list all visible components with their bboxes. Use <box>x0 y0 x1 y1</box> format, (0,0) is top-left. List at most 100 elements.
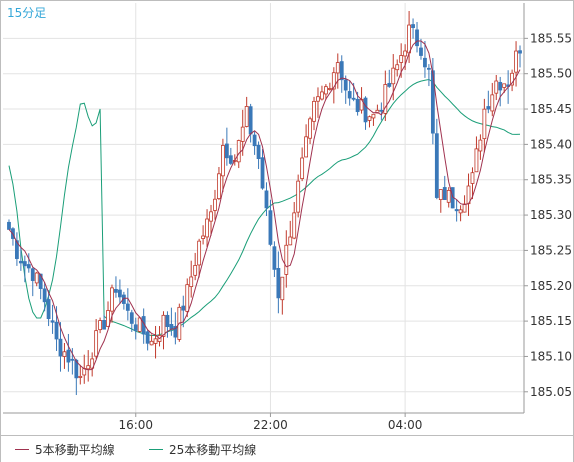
candle-body <box>387 82 392 87</box>
ma25-legend-label: 25本移動平均線 <box>169 443 257 457</box>
candle-body <box>98 320 102 331</box>
candle-body <box>438 189 443 201</box>
ma5-legend-label: 5本移動平均線 <box>35 443 115 457</box>
candle-body <box>339 61 344 81</box>
candle-body <box>458 209 463 214</box>
timeframe-label: 15分足 <box>7 6 47 20</box>
candle-body <box>90 358 95 369</box>
candle-body <box>335 62 340 74</box>
candle-body <box>94 330 99 357</box>
y-tick-label: 185.50 <box>530 67 572 81</box>
candle-body <box>221 145 225 177</box>
candle-body <box>292 212 297 239</box>
ma25-line <box>8 78 521 336</box>
candle-body <box>462 203 467 213</box>
candle-body <box>355 98 360 113</box>
candle-body <box>114 288 118 293</box>
candle-body <box>280 276 285 301</box>
candle-body <box>26 264 31 269</box>
candle-body <box>331 72 336 90</box>
candle-body <box>308 118 312 139</box>
candle-body <box>502 83 507 88</box>
candle-body <box>494 80 499 94</box>
candle-body <box>407 24 411 54</box>
y-tick-label: 185.10 <box>530 349 572 363</box>
candle-body <box>403 50 408 57</box>
y-tick-label: 185.05 <box>530 385 572 399</box>
candle-body <box>118 289 122 298</box>
candle-body <box>252 134 257 147</box>
y-tick-label: 185.55 <box>530 31 572 45</box>
candle-body <box>383 84 388 114</box>
candle-body <box>34 272 39 284</box>
legend: 5本移動平均線 25本移動平均線 <box>1 435 573 462</box>
candle-body <box>58 338 63 357</box>
x-tick-label: 22:00 <box>253 418 288 432</box>
candle-body <box>161 314 166 337</box>
candle-body <box>427 67 431 70</box>
candle-body <box>236 140 241 163</box>
candle-body <box>288 236 293 246</box>
candle-body <box>474 148 479 173</box>
candle-body <box>18 260 23 264</box>
candle-body <box>228 155 233 164</box>
candle-body <box>256 144 261 160</box>
candle-body <box>110 287 114 312</box>
candle-body <box>217 173 221 200</box>
candle-body <box>86 365 91 370</box>
candle-body <box>395 64 400 71</box>
candle-body <box>78 375 83 378</box>
ma5-line <box>8 40 521 371</box>
candle-body <box>300 157 305 179</box>
y-tick-label: 185.25 <box>530 243 572 257</box>
candle-body <box>260 157 265 189</box>
candle-body <box>102 320 106 330</box>
candle-body <box>379 109 384 112</box>
y-tick-label: 185.30 <box>530 208 572 222</box>
candle-body <box>518 50 522 54</box>
candle-body <box>240 126 245 142</box>
candle-body <box>363 97 368 123</box>
candle-body <box>38 273 43 289</box>
candle-body <box>490 94 495 112</box>
candle-body <box>224 143 229 159</box>
candle-body <box>343 79 348 91</box>
candle-body <box>423 57 427 68</box>
candle-body <box>415 29 419 47</box>
candle-body <box>149 340 154 346</box>
candle-body <box>193 265 198 276</box>
candle-body <box>470 172 475 184</box>
y-tick-label: 185.20 <box>530 279 572 293</box>
candle-body <box>213 198 217 211</box>
candle-body <box>430 70 435 134</box>
candlestick-chart: 185.05 185.10 185.15 185.20 185.25 185.30 185.… <box>3 3 572 432</box>
candle-body <box>129 312 134 324</box>
candle-body <box>312 100 316 122</box>
candle-body <box>486 106 491 110</box>
candle-body <box>244 106 249 127</box>
y-tick-label: 185.45 <box>530 102 572 116</box>
candle-body <box>446 189 451 203</box>
candle-body <box>70 358 75 361</box>
candle-body <box>510 72 514 86</box>
candle-body <box>304 136 308 158</box>
candle-body <box>137 317 142 332</box>
y-tick-label: 185.15 <box>530 314 572 328</box>
candle-body <box>482 108 487 140</box>
candle-body <box>15 240 19 259</box>
candle-body <box>316 96 320 102</box>
candle-body <box>181 305 186 311</box>
candle-body <box>284 244 289 275</box>
candle-body <box>125 303 130 311</box>
candle-body <box>209 211 213 222</box>
candle-body <box>7 221 11 230</box>
candle-body <box>201 235 205 239</box>
candle-body <box>50 320 55 323</box>
candle-body <box>320 91 324 100</box>
candle-body <box>324 86 328 95</box>
candle-body <box>169 324 174 330</box>
candle-body <box>399 55 404 63</box>
candle-body <box>411 24 415 28</box>
legend-item-ma5: 5本移動平均線 <box>15 441 115 458</box>
